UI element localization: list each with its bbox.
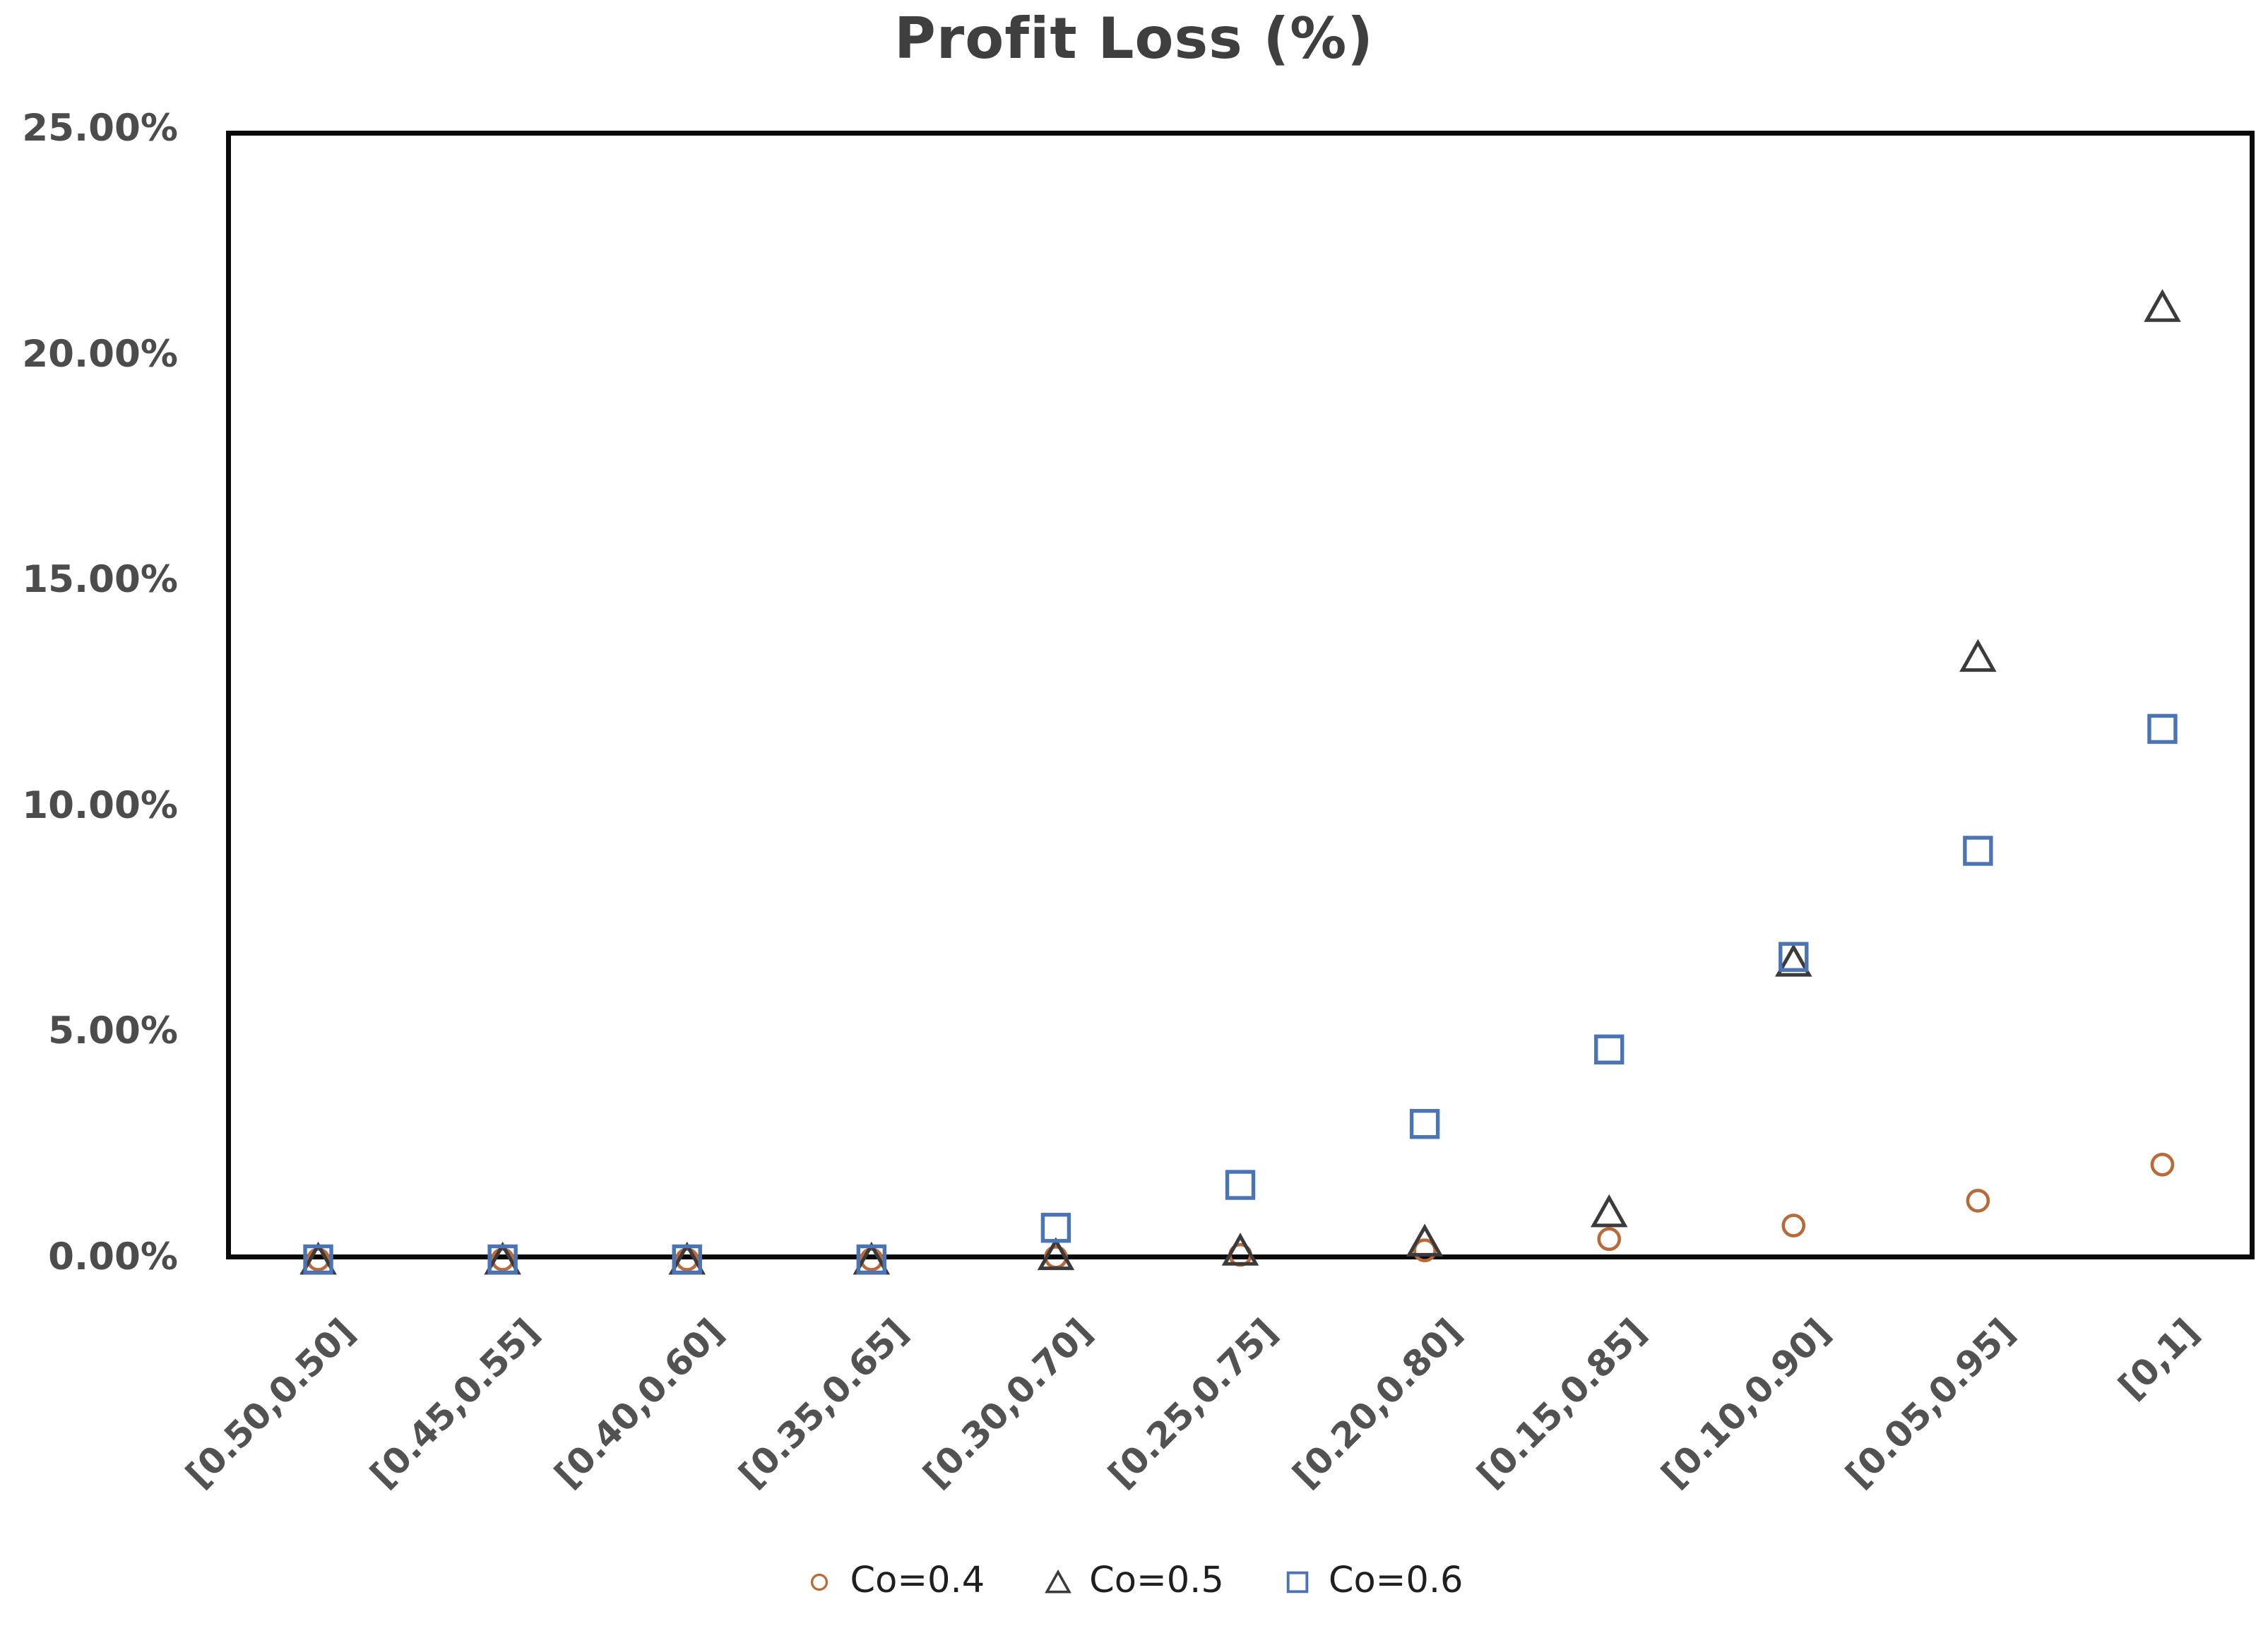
- x-tick-label: [0.10,0.90]: [1653, 1311, 1839, 1496]
- x-tick-label: [0.40,0.60]: [547, 1311, 732, 1496]
- legend-label-co04: Co=0.4: [850, 1560, 985, 1601]
- x-tick-label: [0,1]: [2110, 1311, 2207, 1407]
- x-tick-label: [0.25,0.75]: [1100, 1311, 1286, 1496]
- x-tick-label: [0.35,0.65]: [731, 1311, 916, 1496]
- y-tick-label: 15.00%: [22, 558, 178, 602]
- x-tick-label: [0.45,0.55]: [362, 1311, 547, 1496]
- y-tick-label: 10.00%: [22, 783, 178, 827]
- x-tick-label: [0.30,0.70]: [915, 1311, 1100, 1496]
- square-glyph: [1286, 1571, 1309, 1593]
- circle-marker-icon: [810, 1573, 828, 1591]
- square-marker-icon: [1286, 1571, 1309, 1593]
- legend-item-co05: Co=0.5: [1044, 1560, 1224, 1601]
- legend-label-co06: Co=0.6: [1328, 1560, 1463, 1601]
- chart-legend: Co=0.4 Co=0.5 Co=0.6: [0, 1560, 2268, 1601]
- plot-area: [226, 131, 2255, 1259]
- legend-item-co06: Co=0.6: [1283, 1560, 1463, 1601]
- x-tick-label: [0.15,0.85]: [1468, 1311, 1654, 1496]
- x-tick-label: [0.50,0.50]: [178, 1311, 363, 1496]
- circle-glyph: [810, 1573, 828, 1591]
- y-tick-label: 25.00%: [22, 107, 178, 150]
- triangle-marker-icon: [1045, 1569, 1072, 1593]
- legend-item-co04: Co=0.4: [805, 1560, 985, 1601]
- y-tick-label: 0.00%: [48, 1235, 178, 1278]
- x-tick-label: [0.05,0.95]: [1838, 1311, 2023, 1496]
- x-tick-label: [0.20,0.80]: [1284, 1311, 1470, 1496]
- chart-title: Profit Loss (%): [894, 6, 1374, 71]
- legend-label-co05: Co=0.5: [1089, 1560, 1224, 1601]
- y-tick-label: 20.00%: [22, 332, 178, 376]
- triangle-glyph: [1045, 1569, 1072, 1593]
- y-tick-label: 5.00%: [48, 1009, 178, 1053]
